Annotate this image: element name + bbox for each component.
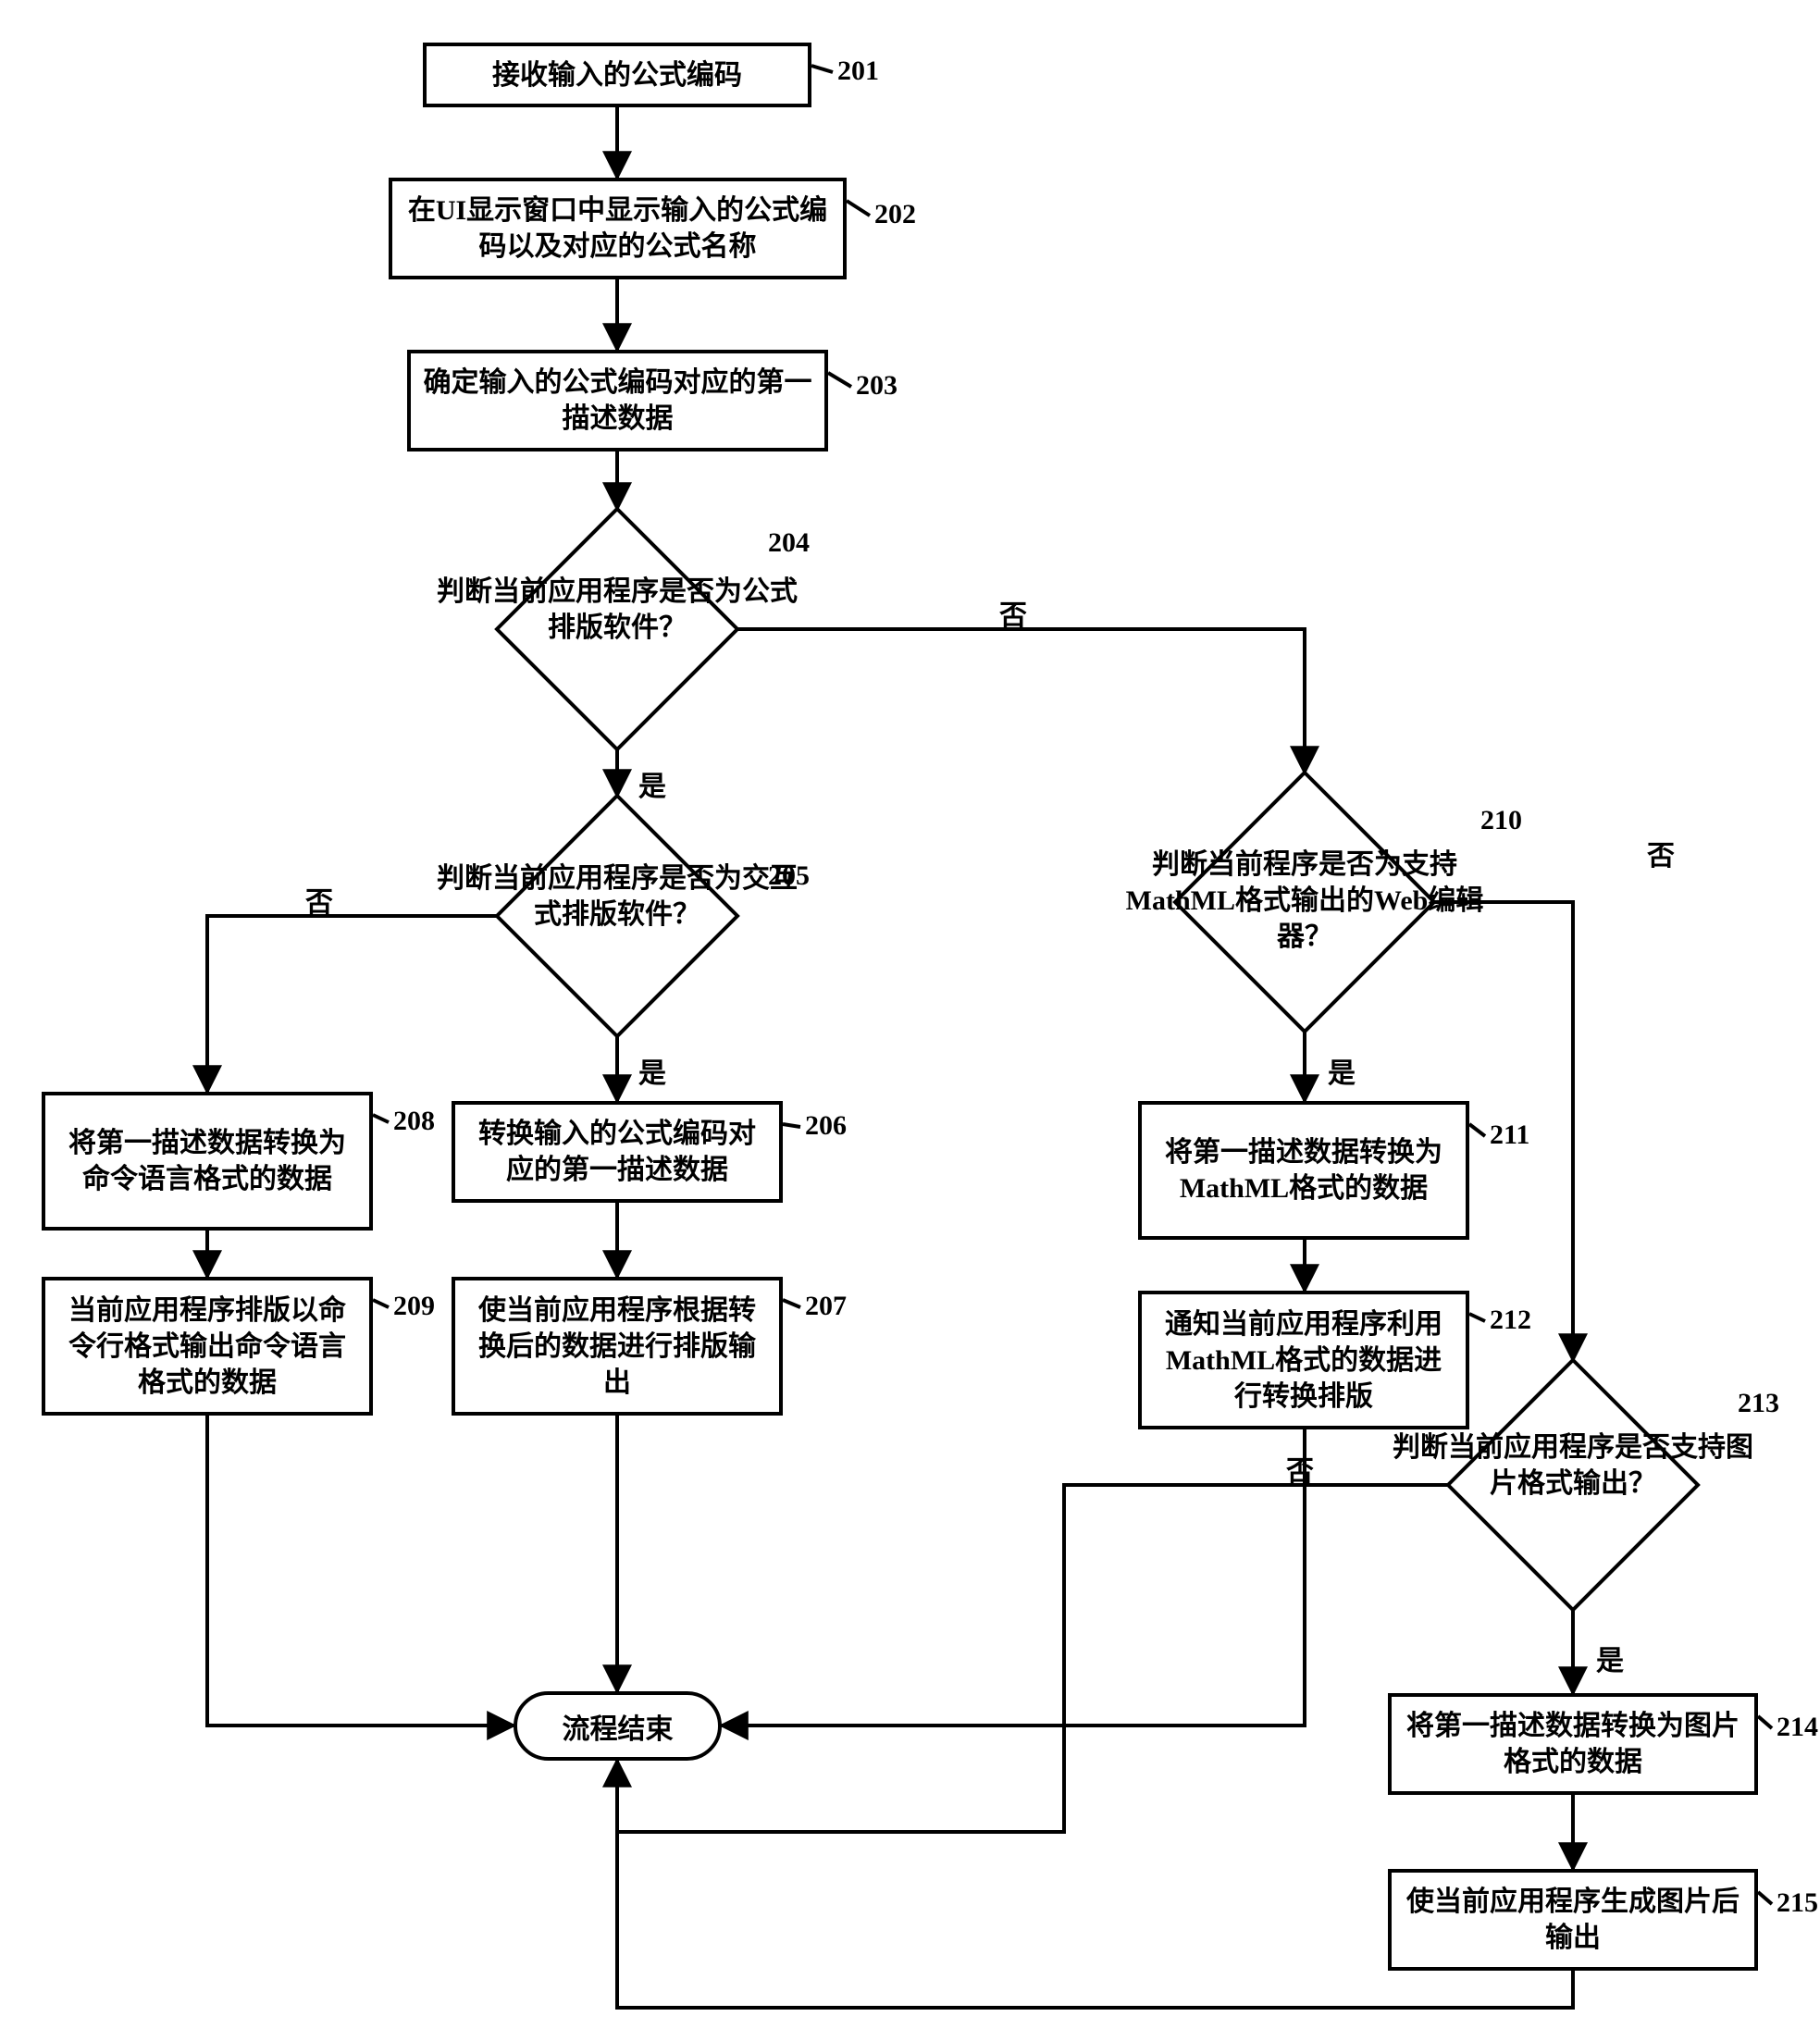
node-n207: 使当前应用程序根据转换后的数据进行排版输出 bbox=[452, 1277, 783, 1416]
node-n210-text: 判断当前程序是否为支持MathML格式输出的Web编辑器？ bbox=[1110, 847, 1499, 955]
node-n204-text: 判断当前应用程序是否为公式排版软件？ bbox=[437, 574, 798, 646]
node-n208: 将第一描述数据转换为命令语言格式的数据 bbox=[42, 1092, 373, 1231]
node-n202: 在UI显示窗口中显示输入的公式编码以及对应的公式名称 bbox=[389, 178, 847, 279]
node-n213-text: 判断当前应用程序是否支持图片格式输出？ bbox=[1386, 1429, 1761, 1502]
step-label-209: 209 bbox=[393, 1291, 435, 1322]
node-n212: 通知当前应用程序利用MathML格式的数据进行转换排版 bbox=[1138, 1291, 1469, 1429]
step-label-205: 205 bbox=[768, 860, 810, 892]
step-label-211: 211 bbox=[1490, 1119, 1529, 1151]
step-label-215: 215 bbox=[1777, 1887, 1818, 1919]
edge-label-6: 否 bbox=[1286, 1448, 1314, 1489]
node-end: 流程结束 bbox=[514, 1691, 722, 1761]
edge-15 bbox=[207, 1416, 514, 1726]
step-label-203: 203 bbox=[856, 370, 898, 402]
edge-label-0: 否 bbox=[999, 592, 1027, 633]
step-label-208: 208 bbox=[393, 1106, 435, 1137]
edge-label-3: 是 bbox=[638, 1050, 666, 1091]
edge-label-5: 否 bbox=[1647, 833, 1675, 873]
node-n201: 接收输入的公式编码 bbox=[423, 43, 811, 107]
step-label-214: 214 bbox=[1777, 1712, 1818, 1743]
edge-6 bbox=[737, 629, 1305, 773]
edge-17 bbox=[617, 1485, 1448, 1832]
node-n214: 将第一描述数据转换为图片格式的数据 bbox=[1388, 1693, 1758, 1795]
step-label-207: 207 bbox=[805, 1291, 847, 1322]
node-n211: 将第一描述数据转换为MathML格式的数据 bbox=[1138, 1101, 1469, 1240]
edge-label-2: 否 bbox=[305, 879, 333, 920]
node-n203: 确定输入的公式编码对应的第一描述数据 bbox=[407, 350, 828, 451]
edge-7 bbox=[207, 916, 497, 1092]
node-n209: 当前应用程序排版以命令行格式输出命令语言格式的数据 bbox=[42, 1277, 373, 1416]
step-label-212: 212 bbox=[1490, 1305, 1531, 1336]
flowchart-canvas: 接收输入的公式编码在UI显示窗口中显示输入的公式编码以及对应的公式名称确定输入的… bbox=[0, 0, 1820, 2041]
step-label-201: 201 bbox=[837, 56, 879, 87]
step-label-213: 213 bbox=[1738, 1388, 1779, 1419]
step-label-210: 210 bbox=[1480, 805, 1522, 836]
edge-label-7: 是 bbox=[1596, 1638, 1624, 1678]
step-label-204: 204 bbox=[768, 527, 810, 559]
edge-label-1: 是 bbox=[638, 763, 666, 804]
node-n215: 使当前应用程序生成图片后输出 bbox=[1388, 1869, 1758, 1971]
edge-16 bbox=[722, 1429, 1305, 1726]
step-label-202: 202 bbox=[874, 199, 916, 230]
node-n206: 转换输入的公式编码对应的第一描述数据 bbox=[452, 1101, 783, 1203]
edge-label-4: 是 bbox=[1328, 1050, 1356, 1091]
node-n205-text: 判断当前应用程序是否为交互式排版软件？ bbox=[437, 860, 798, 933]
step-label-206: 206 bbox=[805, 1110, 847, 1142]
